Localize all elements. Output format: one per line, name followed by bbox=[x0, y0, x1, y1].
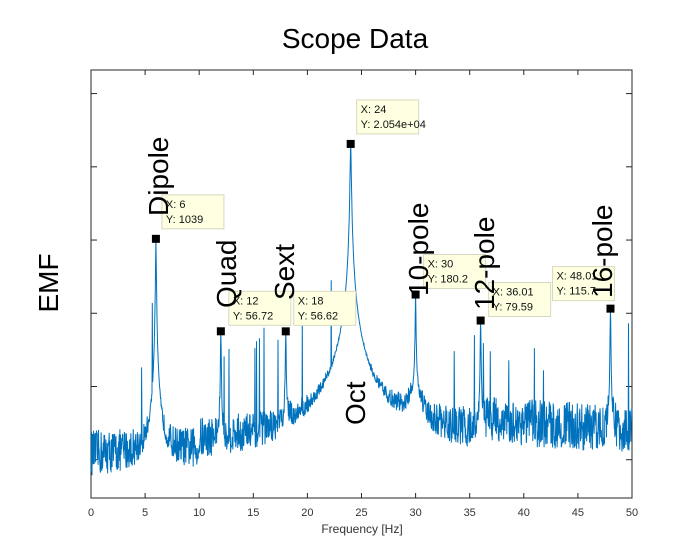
x-tick-label-10: 50 bbox=[626, 507, 638, 519]
datatip-marker bbox=[476, 316, 485, 325]
datatip-6: X: 48.01 Y: 115.7 bbox=[551, 266, 615, 313]
annotation-10-pole: 10-pole bbox=[403, 203, 434, 296]
annotation-dipole: Dipole bbox=[143, 137, 174, 216]
datatip-x-text: X: 6 bbox=[166, 199, 186, 211]
x-tick-label-3: 15 bbox=[247, 507, 259, 519]
datatip-x-text: X: 12 bbox=[233, 295, 259, 307]
datatip-4: X: 30 Y: 180.2 bbox=[411, 254, 487, 299]
x-tick-label-0: 0 bbox=[88, 507, 94, 519]
datatip-y-text: Y: 56.72 bbox=[233, 310, 273, 322]
x-tick-label-7: 35 bbox=[464, 507, 476, 519]
datatip-y-text: Y: 1039 bbox=[166, 214, 203, 226]
y-axis-ticks bbox=[91, 93, 632, 461]
y-axis-label: EMF bbox=[33, 253, 64, 312]
datatip-box bbox=[423, 254, 487, 290]
annotation-oct: Oct bbox=[340, 381, 371, 425]
datatip-2: X: 18 Y: 56.62 bbox=[281, 290, 357, 336]
chart-title: Scope Data bbox=[282, 23, 429, 54]
datatip-y-text: Y: 79.59 bbox=[493, 302, 533, 314]
datatip-x-text: X: 30 bbox=[428, 259, 454, 271]
peak-annotations: Dipole Quad Sext Oct 10-pole 12-pole 16-pole bbox=[143, 137, 618, 425]
datatip-x-text: X: 18 bbox=[298, 295, 324, 307]
datatip-box bbox=[228, 290, 292, 326]
datatip-x-text: X: 48.01 bbox=[556, 271, 597, 283]
datatip-marker bbox=[151, 234, 160, 243]
datatip-x-text: X: 24 bbox=[361, 104, 387, 116]
datatip-y-text: Y: 115.7 bbox=[556, 286, 596, 298]
datatip-1: X: 12 Y: 56.72 bbox=[216, 290, 292, 336]
annotation-16-pole: 16-pole bbox=[587, 205, 618, 298]
series-line bbox=[90, 143, 633, 476]
datatip-x-text: X: 36.01 bbox=[493, 287, 534, 299]
datatip-marker bbox=[606, 304, 615, 313]
annotation-quad: Quad bbox=[211, 240, 242, 309]
x-tick-label-9: 45 bbox=[572, 507, 584, 519]
datatip-marker bbox=[281, 327, 290, 336]
datatip-box bbox=[488, 282, 552, 318]
datatip-marker bbox=[216, 327, 225, 336]
x-tick-label-1: 5 bbox=[142, 507, 148, 519]
datatip-box bbox=[161, 194, 225, 230]
annotation-12-pole: 12-pole bbox=[469, 217, 500, 310]
datatip-y-text: Y: 2.054e+04 bbox=[361, 119, 426, 131]
x-tick-label-5: 25 bbox=[355, 507, 367, 519]
x-axis-label: Frequency [Hz] bbox=[321, 522, 402, 536]
datatip-marker bbox=[346, 139, 355, 148]
datatip-box bbox=[551, 266, 615, 302]
x-tick-label-6: 30 bbox=[409, 507, 421, 519]
x-tick-label-4: 20 bbox=[301, 507, 313, 519]
datatip-y-text: Y: 56.62 bbox=[298, 310, 338, 322]
x-axis-ticks: 0 5 10 15 20 25 30 35 40 45 50 bbox=[88, 70, 638, 519]
datatip-box bbox=[356, 99, 420, 135]
datatip-box bbox=[293, 290, 357, 326]
datatip-3: X: 24 Y: 2.054e+04 bbox=[346, 99, 426, 148]
x-tick-label-8: 40 bbox=[518, 507, 530, 519]
datatip-marker bbox=[411, 290, 420, 299]
datatip-5: X: 36.01 Y: 79.59 bbox=[476, 282, 552, 325]
annotation-sext: Sext bbox=[269, 244, 300, 300]
x-tick-label-2: 10 bbox=[193, 507, 205, 519]
datatip-y-text: Y: 180.2 bbox=[428, 274, 468, 286]
datatip-0: X: 6 Y: 1039 bbox=[151, 194, 225, 243]
